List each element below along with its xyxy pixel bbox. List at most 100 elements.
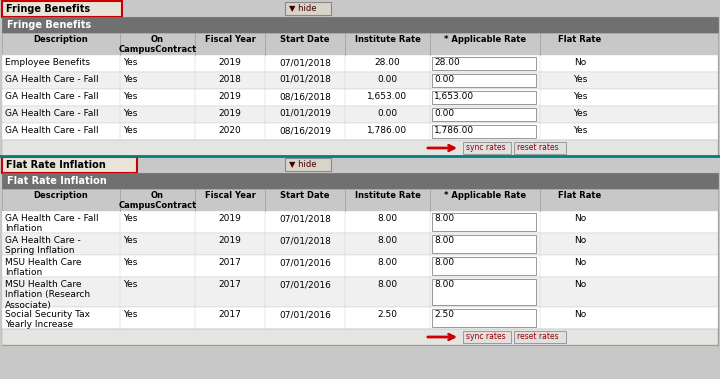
Bar — [2, 307, 718, 329]
Bar — [514, 142, 566, 154]
Text: 0.00: 0.00 — [377, 75, 397, 84]
Bar — [2, 189, 718, 211]
Bar — [2, 233, 718, 255]
Text: GA Health Care - Fall: GA Health Care - Fall — [5, 92, 99, 101]
Text: Flat Rate Inflation: Flat Rate Inflation — [6, 160, 106, 170]
Text: 8.00: 8.00 — [434, 280, 454, 289]
Text: GA Health Care - Fall: GA Health Care - Fall — [5, 126, 99, 135]
Text: 8.00: 8.00 — [434, 258, 454, 267]
Bar — [432, 125, 536, 138]
Text: Flat Rate Inflation: Flat Rate Inflation — [7, 176, 107, 186]
Text: Institute Rate: Institute Rate — [354, 191, 420, 200]
Bar — [2, 33, 718, 55]
Bar — [432, 108, 536, 121]
Text: GA Health Care - Fall
Inflation: GA Health Care - Fall Inflation — [5, 214, 99, 233]
Text: 28.00: 28.00 — [374, 58, 400, 67]
Text: Yes: Yes — [123, 236, 138, 245]
Text: 2019: 2019 — [219, 92, 241, 101]
Text: Fiscal Year: Fiscal Year — [204, 35, 256, 44]
Text: Flat Rate: Flat Rate — [559, 35, 602, 44]
Bar — [432, 309, 536, 327]
Text: Yes: Yes — [123, 92, 138, 101]
Text: 08/16/2019: 08/16/2019 — [279, 126, 331, 135]
Text: sync rates: sync rates — [466, 332, 505, 341]
Bar — [2, 72, 718, 89]
Text: MSU Health Care
Inflation: MSU Health Care Inflation — [5, 258, 81, 277]
Text: Yes: Yes — [123, 58, 138, 67]
Text: 1,653.00: 1,653.00 — [367, 92, 408, 101]
Text: 01/01/2018: 01/01/2018 — [279, 75, 331, 84]
Text: 1,786.00: 1,786.00 — [367, 126, 408, 135]
Text: 2019: 2019 — [219, 236, 241, 245]
Text: 2.50: 2.50 — [434, 310, 454, 319]
Bar — [2, 106, 718, 123]
Text: reset rates: reset rates — [517, 332, 559, 341]
Text: No: No — [574, 214, 586, 223]
Bar — [285, 2, 331, 15]
Text: 01/01/2019: 01/01/2019 — [279, 109, 331, 118]
Bar — [463, 331, 511, 343]
Text: No: No — [574, 236, 586, 245]
Text: Start Date: Start Date — [280, 35, 330, 44]
Text: Description: Description — [34, 35, 89, 44]
Text: Description: Description — [34, 191, 89, 200]
Text: Start Date: Start Date — [280, 191, 330, 200]
Text: 2017: 2017 — [219, 310, 241, 319]
Bar — [2, 123, 718, 140]
Bar — [432, 235, 536, 253]
Bar — [0, 157, 720, 173]
Text: No: No — [574, 310, 586, 319]
Bar — [2, 255, 718, 277]
Text: Yes: Yes — [573, 126, 588, 135]
Text: 1,653.00: 1,653.00 — [434, 92, 474, 101]
Text: Yes: Yes — [123, 214, 138, 223]
Bar — [2, 277, 718, 307]
Text: 8.00: 8.00 — [377, 236, 397, 245]
Text: Yes: Yes — [573, 75, 588, 84]
Text: ▼ hide: ▼ hide — [289, 3, 317, 12]
Bar — [514, 331, 566, 343]
Text: sync rates: sync rates — [466, 143, 505, 152]
Text: 28.00: 28.00 — [434, 58, 460, 67]
Text: 2019: 2019 — [219, 214, 241, 223]
Bar — [285, 158, 331, 171]
Text: 08/16/2018: 08/16/2018 — [279, 92, 331, 101]
Text: Yes: Yes — [123, 310, 138, 319]
Bar — [463, 142, 511, 154]
Bar — [432, 257, 536, 275]
Text: No: No — [574, 280, 586, 289]
Bar — [2, 157, 137, 173]
Text: GA Health Care - Fall: GA Health Care - Fall — [5, 109, 99, 118]
Bar — [2, 89, 718, 106]
Text: 07/01/2018: 07/01/2018 — [279, 236, 331, 245]
Text: Yes: Yes — [123, 109, 138, 118]
Text: Fiscal Year: Fiscal Year — [204, 191, 256, 200]
Text: 0.00: 0.00 — [434, 109, 454, 118]
Bar — [2, 17, 718, 156]
Text: 8.00: 8.00 — [434, 214, 454, 223]
Text: 07/01/2016: 07/01/2016 — [279, 280, 331, 289]
Text: Flat Rate: Flat Rate — [559, 191, 602, 200]
Text: 8.00: 8.00 — [377, 280, 397, 289]
Bar — [2, 17, 718, 33]
Bar — [2, 173, 718, 345]
Bar — [0, 1, 720, 17]
Text: On
CampusContract: On CampusContract — [118, 35, 197, 55]
Bar — [2, 140, 718, 156]
Text: Employee Benefits: Employee Benefits — [5, 58, 90, 67]
Text: MSU Health Care
Inflation (Research
Associate): MSU Health Care Inflation (Research Asso… — [5, 280, 90, 310]
Bar — [2, 1, 122, 17]
Text: 07/01/2016: 07/01/2016 — [279, 310, 331, 319]
Text: reset rates: reset rates — [517, 143, 559, 152]
Text: 07/01/2018: 07/01/2018 — [279, 58, 331, 67]
Text: * Applicable Rate: * Applicable Rate — [444, 191, 526, 200]
Text: 0.00: 0.00 — [434, 75, 454, 84]
Text: On
CampusContract: On CampusContract — [118, 191, 197, 210]
Text: Yes: Yes — [123, 75, 138, 84]
Bar — [2, 329, 718, 345]
Text: 07/01/2016: 07/01/2016 — [279, 258, 331, 267]
Bar — [2, 55, 718, 72]
Text: GA Health Care -
Spring Inflation: GA Health Care - Spring Inflation — [5, 236, 81, 255]
Text: 07/01/2018: 07/01/2018 — [279, 214, 331, 223]
Text: GA Health Care - Fall: GA Health Care - Fall — [5, 75, 99, 84]
